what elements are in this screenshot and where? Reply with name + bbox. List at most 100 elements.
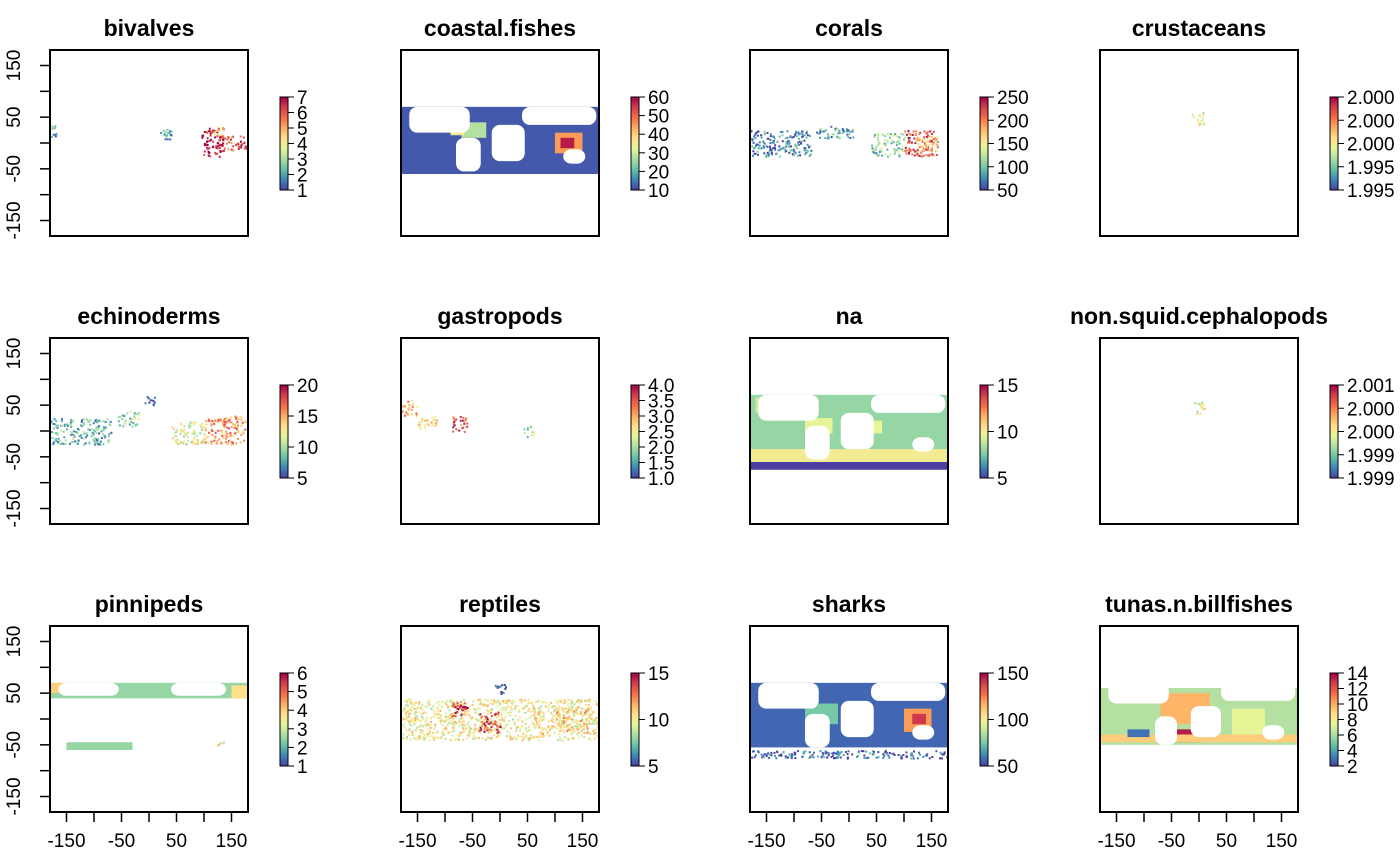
raster-cell xyxy=(527,726,530,729)
raster-cell xyxy=(841,131,844,134)
raster-cell xyxy=(797,141,800,144)
raster-cell xyxy=(240,144,243,147)
colorbar xyxy=(979,96,989,191)
raster-cell xyxy=(80,420,83,423)
raster-cell xyxy=(465,727,468,730)
raster-cell xyxy=(910,753,913,756)
raster-cell xyxy=(435,422,438,425)
raster-cell xyxy=(225,420,228,423)
raster-cell xyxy=(201,429,204,431)
raster-cell xyxy=(557,739,559,742)
raster-cell xyxy=(787,756,790,759)
raster-cell xyxy=(763,130,766,133)
land-mask xyxy=(758,394,819,421)
raster-cell xyxy=(794,130,797,133)
raster-cell xyxy=(787,140,789,143)
land-mask xyxy=(758,682,819,709)
raster-cell xyxy=(454,738,457,741)
land-mask xyxy=(1108,682,1169,704)
raster-cell xyxy=(500,691,503,693)
raster-cell xyxy=(219,135,222,138)
raster-cell xyxy=(898,139,901,142)
raster-cell xyxy=(223,433,226,436)
raster-cell xyxy=(805,136,808,139)
raster-cell xyxy=(210,440,213,443)
raster-cell xyxy=(477,699,480,701)
raster-cell xyxy=(100,420,103,423)
raster-cell xyxy=(907,137,910,140)
raster-cell xyxy=(762,145,765,148)
raster-cell xyxy=(453,421,456,424)
colorbar-tick-label: 60 xyxy=(648,88,669,109)
raster-cell xyxy=(533,713,536,716)
raster-cell xyxy=(523,432,526,434)
raster-cell xyxy=(763,146,766,149)
raster-cell xyxy=(419,422,422,425)
raster-cell xyxy=(93,440,96,443)
raster-cell xyxy=(931,153,934,156)
colorbar xyxy=(279,384,289,479)
raster-cell xyxy=(169,138,172,141)
raster-cell xyxy=(422,736,425,739)
colorbar xyxy=(1329,672,1339,767)
raster-cell xyxy=(503,702,506,704)
raster-cell xyxy=(514,707,516,710)
raster-cell xyxy=(228,420,231,423)
raster-cell xyxy=(68,424,71,427)
raster-cell xyxy=(81,425,84,428)
raster-cell xyxy=(541,719,544,722)
raster-cell xyxy=(242,136,245,139)
raster-cell xyxy=(94,430,97,433)
raster-cell xyxy=(487,727,490,729)
raster-cell xyxy=(60,424,63,427)
raster-cell xyxy=(533,736,536,739)
raster-cell xyxy=(456,738,459,741)
raster-cell xyxy=(94,427,97,430)
raster-cell xyxy=(486,709,489,712)
raster-cell xyxy=(504,687,507,690)
raster-block xyxy=(231,685,248,699)
raster-cell xyxy=(471,716,474,719)
raster-cell xyxy=(556,711,559,714)
raster-cell xyxy=(576,728,579,731)
raster-cell xyxy=(823,756,826,759)
raster-cell xyxy=(179,443,182,446)
raster-cell xyxy=(137,412,140,415)
raster-cell xyxy=(781,147,784,150)
raster-cell xyxy=(847,750,850,753)
raster-cell xyxy=(831,133,834,136)
raster-cell xyxy=(424,424,427,427)
raster-cell xyxy=(227,436,229,439)
raster-cell xyxy=(575,712,578,715)
raster-cell xyxy=(152,399,155,402)
raster-cell xyxy=(554,708,557,711)
raster-cell xyxy=(77,439,80,442)
colorbar-tick-label: 20 xyxy=(297,376,318,397)
raster-cell xyxy=(193,432,196,435)
raster-cell xyxy=(217,126,220,129)
raster-cell xyxy=(220,441,223,443)
raster-cell xyxy=(403,718,405,720)
raster-cell xyxy=(563,707,566,710)
raster-cell xyxy=(468,731,471,734)
raster-cell xyxy=(541,735,544,738)
raster-cell xyxy=(542,733,544,736)
raster-cell xyxy=(901,145,904,148)
colorbar-tick-label: 2 xyxy=(297,166,308,187)
y-tick-label: 150 xyxy=(4,626,25,658)
raster-cell xyxy=(1200,404,1203,407)
raster-cell xyxy=(118,416,121,418)
raster-cell xyxy=(418,725,421,728)
raster-cell xyxy=(834,130,837,133)
raster-cell xyxy=(585,723,588,725)
raster-cell xyxy=(434,425,437,427)
raster-cell xyxy=(52,133,55,136)
raster-cell xyxy=(406,737,408,740)
colorbar-tick-label: 6 xyxy=(1347,726,1358,747)
raster-cell xyxy=(424,735,427,738)
raster-cell xyxy=(212,129,215,132)
raster-cell xyxy=(222,424,225,427)
raster-cell xyxy=(230,421,233,424)
raster-cell xyxy=(770,754,773,757)
colorbar-tick-label: 5 xyxy=(997,469,1008,490)
